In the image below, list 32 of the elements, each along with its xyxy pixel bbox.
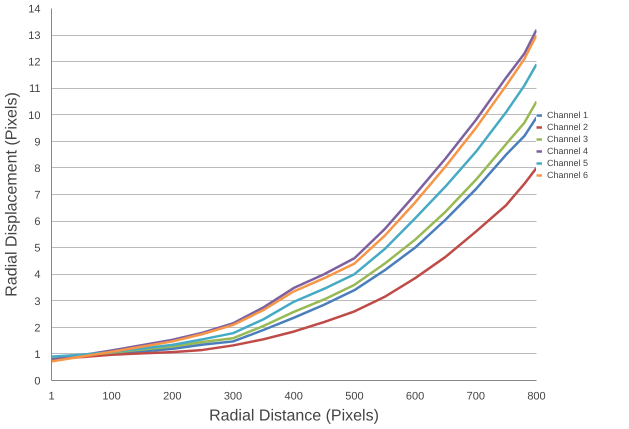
- y-tick-label: 10: [28, 110, 41, 122]
- x-tick-label: 400: [284, 390, 303, 402]
- x-tick-label: 700: [466, 390, 485, 402]
- y-tick-label: 6: [34, 216, 41, 228]
- legend-label: Channel 3: [547, 134, 588, 144]
- y-tick-label: 12: [28, 56, 41, 69]
- y-tick-label: 7: [34, 190, 41, 202]
- y-tick-label: 11: [29, 83, 41, 96]
- x-axis-title: Radial Distance (Pixels): [209, 408, 379, 424]
- x-tick-label: 100: [102, 390, 121, 402]
- y-tick-label: 13: [28, 30, 41, 42]
- y-tick-label: 9: [34, 136, 41, 148]
- x-tick-label: 1: [48, 390, 55, 402]
- x-tick-label: 200: [163, 390, 182, 402]
- legend-label: Channel 1: [547, 110, 588, 120]
- y-tick-label: 3: [34, 296, 41, 308]
- legend-label: Channel 4: [547, 146, 588, 156]
- y-tick-label: 14: [28, 4, 41, 16]
- x-tick-label: 500: [345, 390, 364, 402]
- y-tick-label: 4: [34, 269, 41, 282]
- y-tick-label: 8: [34, 162, 41, 175]
- y-tick-label: 1: [34, 348, 41, 361]
- x-tick-label: 800: [527, 390, 546, 402]
- y-tick-label: 0: [34, 376, 41, 388]
- y-tick-label: 2: [34, 322, 41, 334]
- legend-label: Channel 2: [547, 122, 588, 132]
- legend-label: Channel 5: [547, 158, 588, 168]
- x-tick-label: 600: [406, 390, 424, 402]
- y-axis-title: Radial Displacement (Pixels): [3, 92, 20, 297]
- y-tick-label: 5: [34, 242, 41, 255]
- legend-label: Channel 6: [547, 170, 588, 180]
- x-tick-label: 300: [224, 390, 242, 402]
